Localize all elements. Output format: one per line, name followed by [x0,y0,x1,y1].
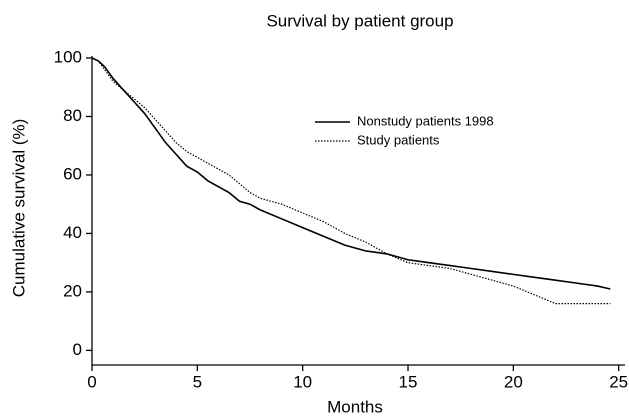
y-tick-label: 80 [63,106,82,125]
legend-label: Study patients [357,132,440,147]
x-tick-label: 15 [399,372,418,391]
legend-label: Nonstudy patients 1998 [357,113,494,128]
x-tick-label: 25 [609,372,628,391]
y-tick-label: 40 [63,223,82,242]
x-tick-label: 0 [87,372,96,391]
x-tick-label: 20 [504,372,523,391]
y-tick-label: 20 [63,281,82,300]
y-tick-label: 0 [73,340,82,359]
x-axis-label: Months [327,397,383,416]
survival-line [91,57,611,290]
x-tick-label: 5 [193,372,202,391]
survival-line [91,57,611,305]
y-tick-label: 100 [54,47,82,66]
chart-title: Survival by patient group [266,11,453,30]
y-axis-label: Cumulative survival (%) [9,119,28,298]
x-tick-label: 10 [293,372,312,391]
y-tick-label: 60 [63,164,82,183]
